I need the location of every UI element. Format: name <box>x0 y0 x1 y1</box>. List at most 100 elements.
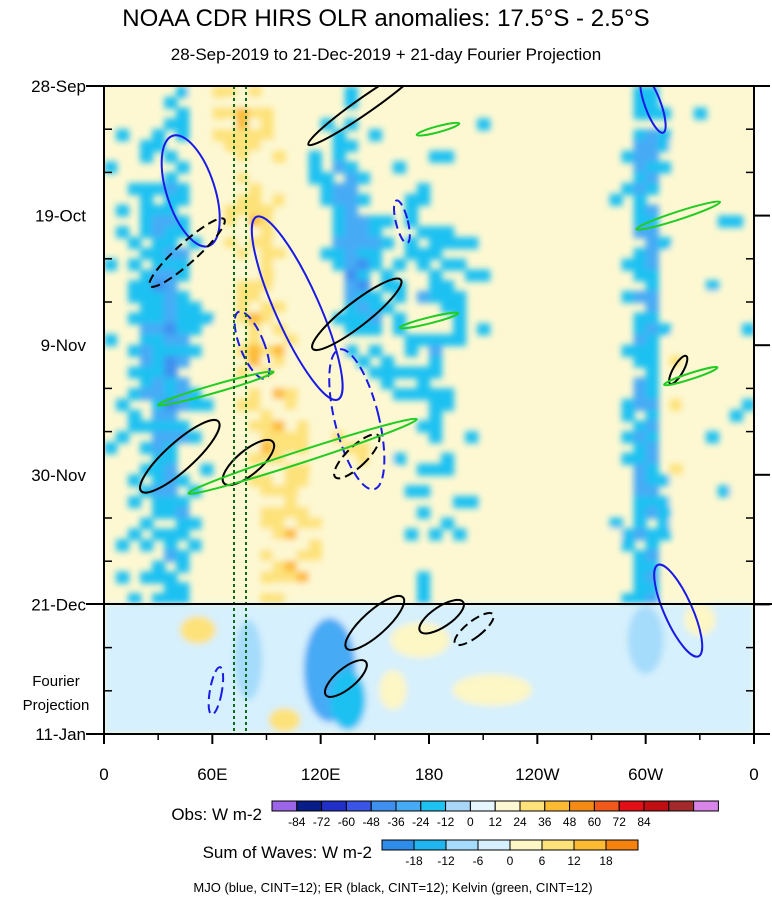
field-cell <box>633 528 647 541</box>
field-cell <box>308 366 322 379</box>
field-cell <box>320 442 334 455</box>
field-cell <box>224 86 238 98</box>
field-cell <box>669 247 683 260</box>
field-cell <box>152 420 166 433</box>
field-cell <box>621 593 635 606</box>
field-cell <box>742 193 754 206</box>
field-cell <box>296 355 310 368</box>
field-cell <box>657 474 671 487</box>
field-cell <box>332 204 346 217</box>
field-cell <box>344 399 358 411</box>
obs-colorbar-cell <box>445 800 471 812</box>
field-cell <box>441 334 455 347</box>
field-cell <box>236 269 250 282</box>
field-cell <box>236 506 250 519</box>
projection-field <box>104 604 754 734</box>
field-cell <box>272 366 286 379</box>
field-cell <box>404 193 419 206</box>
field-cell <box>140 193 154 206</box>
wave-contour <box>311 277 403 352</box>
field-cell <box>417 183 431 196</box>
field-cell <box>140 301 154 314</box>
field-cell <box>308 420 322 433</box>
chart-footnote: MJO (blue, CINT=12); ER (black, CINT=12)… <box>193 880 592 895</box>
field-cell <box>645 237 659 250</box>
field-cell <box>140 215 154 228</box>
field-cell <box>344 86 358 98</box>
field-cell <box>368 506 382 519</box>
field-cell <box>236 96 250 109</box>
field-cell <box>272 560 286 573</box>
field-cell <box>272 496 286 509</box>
field-cell <box>272 474 286 487</box>
obs-colorbar-cell <box>643 800 670 812</box>
field-cell <box>332 215 346 228</box>
projection-blob <box>452 674 533 706</box>
field-cell <box>116 539 130 552</box>
field-cell <box>176 183 190 196</box>
field-cell <box>633 269 647 282</box>
waves-colorbar-level-label: -12 <box>437 854 455 868</box>
field-cell <box>284 431 298 444</box>
obs-colorbar-label: Obs: W m-2 <box>171 805 262 824</box>
field-cell <box>404 345 419 357</box>
field-cell <box>417 593 431 606</box>
field-cell <box>633 582 647 595</box>
field-cell <box>645 442 659 455</box>
field-cell <box>344 204 358 217</box>
field-cell <box>296 366 310 379</box>
projection-blob <box>234 620 263 700</box>
field-cell <box>669 550 683 562</box>
field-cell <box>248 301 262 314</box>
field-cell <box>368 129 382 142</box>
field-cell <box>152 528 166 541</box>
field-cell <box>417 582 431 595</box>
field-cell <box>320 582 334 595</box>
field-cell <box>368 485 382 498</box>
field-cell <box>465 269 479 282</box>
field-cell <box>417 366 431 379</box>
field-cell <box>441 388 455 401</box>
field-cell <box>284 452 298 465</box>
field-cell <box>224 269 238 282</box>
axis-ticks: 28-Sep 19-Oct 9-Nov 30-Nov 21-Dec 11-Jan 0 60E 1… <box>31 77 770 784</box>
field-cell <box>453 291 467 303</box>
field-cell <box>260 442 274 455</box>
field-cell <box>176 258 190 271</box>
field-cell <box>284 409 298 422</box>
field-cell <box>621 345 635 357</box>
field-cell <box>645 485 659 498</box>
projection-label-line2: Projection <box>23 697 90 714</box>
field-cell <box>657 237 671 250</box>
field-cell <box>356 517 370 530</box>
field-cell <box>140 539 154 552</box>
field-cell <box>621 431 635 444</box>
field-cell <box>236 86 250 98</box>
field-cell <box>380 517 395 530</box>
field-cell <box>729 571 744 584</box>
field-cell <box>320 560 334 573</box>
field-cell <box>260 517 274 530</box>
field-cell <box>441 258 455 271</box>
field-cell <box>128 409 142 422</box>
field-cell <box>669 301 683 314</box>
field-cell <box>441 280 455 293</box>
field-cell <box>392 291 407 303</box>
field-cell <box>344 323 358 336</box>
field-cell <box>645 291 659 303</box>
field-cell <box>164 280 178 293</box>
field-cell <box>356 193 370 206</box>
field-cell <box>272 593 286 606</box>
field-cell <box>284 539 298 552</box>
field-cell <box>236 140 250 152</box>
field-cell <box>236 345 250 357</box>
field-cell <box>441 226 455 239</box>
field-cell <box>152 463 166 476</box>
field-cell <box>104 258 118 271</box>
field-cell <box>212 161 226 174</box>
field-cell <box>248 226 262 239</box>
field-cell <box>284 193 298 206</box>
field-cell <box>633 550 647 562</box>
field-cell <box>164 409 178 422</box>
field-cell <box>356 301 370 314</box>
